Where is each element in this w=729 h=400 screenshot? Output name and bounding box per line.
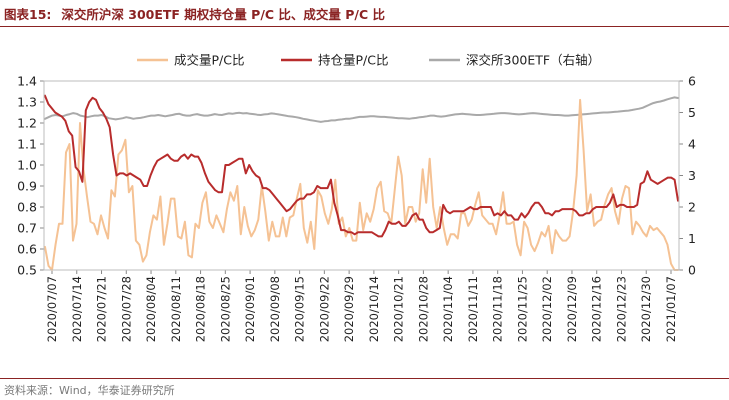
plot-frame (43, 80, 680, 271)
etf-price-line (44, 96, 679, 123)
legend-label: 成交量P/C比 (174, 53, 244, 68)
x-tick-label: 2020/07/07 (45, 276, 59, 342)
volume-pc-ratio-line (44, 98, 679, 271)
x-tick-label: 2020/12/16 (590, 276, 604, 342)
x-tick-label: 2020/08/11 (169, 276, 183, 342)
x-tick-label: 2020/12/30 (639, 276, 653, 342)
x-tick-label: 2020/09/01 (243, 276, 257, 342)
x-tick-label: 2020/11/04 (441, 276, 455, 342)
left-tick-label: 1.1 (17, 137, 37, 152)
x-tick-label: 2020/07/21 (95, 276, 109, 342)
left-tick-label: 1.3 (17, 95, 37, 110)
left-tick-label: 0.8 (17, 200, 37, 215)
right-axis: 6 5 4 3 2 1 0 (679, 74, 696, 278)
x-tick-label: 2020/10/28 (416, 276, 430, 342)
x-tick-label: 2020/11/25 (515, 276, 529, 342)
x-tick-label: 2021/01/07 (664, 276, 678, 342)
chart-title: 图表15: 深交所沪深 300ETF 期权持仓量 P/C 比、成交量 P/C 比 (4, 4, 395, 23)
left-tick-label: 1.4 (17, 74, 37, 89)
legend-label: 深交所300ETF（右轴） (466, 53, 600, 68)
left-tick-label: 0.7 (17, 221, 37, 236)
figure-title: 深交所沪深 300ETF 期权持仓量 P/C 比、成交量 P/C 比 (61, 7, 386, 22)
x-axis: 2020/07/07 2020/07/14 2020/07/21 2020/07/28… (45, 270, 678, 342)
x-tick-label: 2020/09/22 (317, 276, 331, 342)
x-tick-label: 2020/11/18 (491, 276, 505, 342)
x-tick-label: 2020/12/09 (565, 276, 579, 342)
left-tick-label: 1.2 (17, 116, 37, 131)
chart-legend: 成交量P/C比 持仓量P/C比 深交所300ETF（右轴） (137, 53, 600, 68)
source-note: 资料来源：Wind，华泰证券研究所 (4, 384, 175, 397)
x-tick-label: 2020/12/23 (614, 276, 628, 342)
x-tick-label: 2020/10/21 (392, 276, 406, 342)
left-tick-label: 0.6 (17, 242, 37, 257)
x-tick-label: 2020/08/25 (218, 276, 232, 342)
legend-label: 持仓量P/C比 (318, 53, 388, 68)
x-tick-label: 2020/11/11 (466, 276, 480, 342)
right-tick-label: 2 (688, 200, 696, 215)
left-tick-label: 0.5 (17, 263, 37, 278)
x-tick-label: 2020/09/08 (268, 276, 282, 342)
right-tick-label: 1 (688, 231, 696, 246)
x-tick-label: 2020/08/18 (194, 276, 208, 342)
oi-pc-ratio-line (44, 94, 679, 238)
x-tick-label: 2020/09/29 (342, 276, 356, 342)
left-axis: 1.4 1.3 1.2 1.1 1.0 0.9 0.8 0.7 0.6 0.5 (17, 74, 44, 278)
left-tick-label: 1.0 (17, 158, 37, 173)
title-divider (0, 26, 729, 27)
pc-ratio-chart: 成交量P/C比 持仓量P/C比 深交所300ETF（右轴） 1.4 1.3 1.2 1.1… (17, 53, 696, 343)
x-tick-label: 2020/08/04 (144, 276, 158, 342)
right-tick-label: 4 (688, 137, 696, 152)
series-layer (44, 94, 679, 271)
right-tick-label: 5 (688, 105, 696, 120)
left-tick-label: 0.9 (17, 179, 37, 194)
x-tick-label: 2020/07/28 (119, 276, 133, 342)
source-divider (0, 378, 729, 379)
x-tick-label: 2020/12/02 (540, 276, 554, 342)
right-tick-label: 6 (688, 74, 696, 89)
right-tick-label: 3 (688, 168, 696, 183)
x-tick-label: 2020/07/14 (70, 276, 84, 342)
figure-label: 图表15: (4, 7, 52, 22)
x-tick-label: 2020/09/15 (293, 276, 307, 342)
right-tick-label: 0 (688, 263, 696, 278)
x-tick-label: 2020/10/14 (367, 276, 381, 342)
